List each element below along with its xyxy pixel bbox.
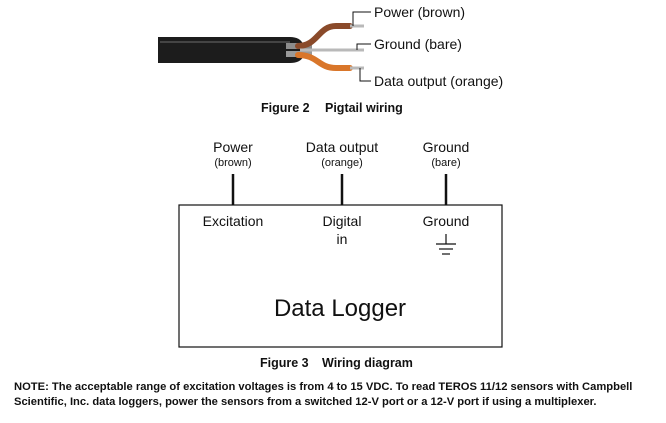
power-wire-label: Power (brown) xyxy=(374,4,465,20)
ground-terminal-label: Ground xyxy=(423,139,470,155)
wire-leader-lines xyxy=(352,11,371,82)
data-logger-title: Data Logger xyxy=(274,295,406,322)
note-paragraph: NOTE: The acceptable range of excitation… xyxy=(14,380,659,410)
digital-in-label-line2: in xyxy=(337,231,348,247)
pigtail-cable-illustration xyxy=(158,23,364,71)
excitation-label: Excitation xyxy=(203,213,264,229)
cable-jacket xyxy=(158,37,303,63)
brown-wire xyxy=(295,23,353,49)
data-terminal-sublabel: (orange) xyxy=(321,157,363,169)
power-terminal-label: Power xyxy=(213,139,253,155)
power-terminal-sublabel: (brown) xyxy=(214,157,251,169)
note-line-1: NOTE: The acceptable range of excitation… xyxy=(14,381,633,393)
ground-wire-label: Ground (bare) xyxy=(374,36,462,52)
digital-in-label-line1: Digital xyxy=(323,213,362,229)
terminal-leads xyxy=(231,174,448,205)
ground-symbol-icon xyxy=(436,234,456,255)
note-line-2: Scientific, Inc. data loggers, power the… xyxy=(14,396,597,408)
orange-wire xyxy=(295,52,353,71)
figure2-caption-number: Figure 2 xyxy=(261,101,310,115)
ground-terminal-sublabel: (bare) xyxy=(431,157,460,169)
figure3-caption-title: Wiring diagram xyxy=(322,356,413,370)
data-wire-label: Data output (orange) xyxy=(374,73,503,89)
data-terminal-label: Data output xyxy=(306,139,378,155)
figure2-caption-title: Pigtail wiring xyxy=(325,101,403,115)
ground-input-label: Ground xyxy=(423,213,470,229)
figure3-caption-number: Figure 3 xyxy=(260,356,309,370)
data-logger-box xyxy=(178,204,503,348)
